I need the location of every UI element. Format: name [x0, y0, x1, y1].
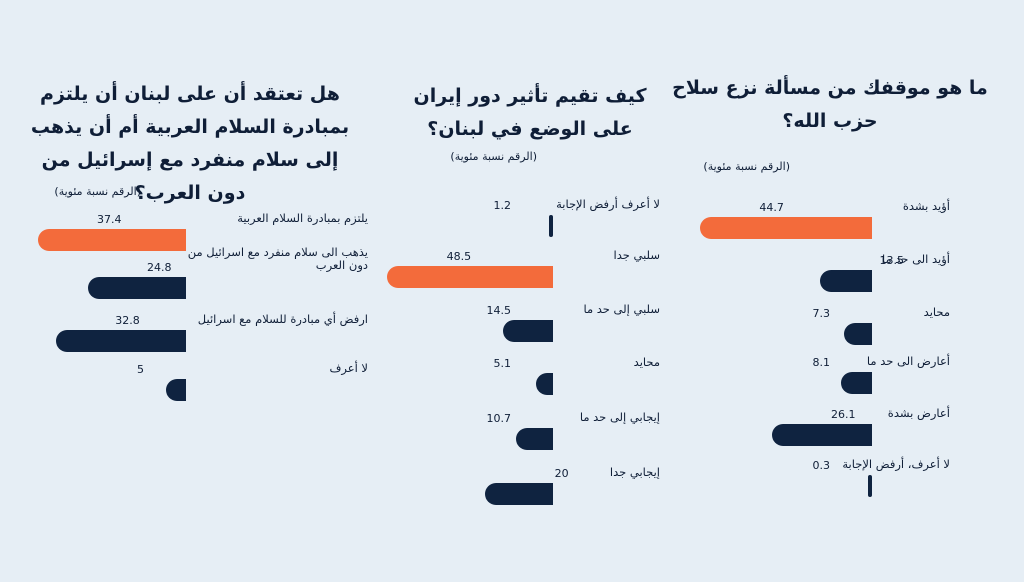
category-label: لا أعرف، أرفض الإجابة [842, 457, 950, 471]
data-label: 10.7 [486, 412, 512, 425]
chart-title: ما هو موقفك من مسألة نزع سلاح حزب الله؟ [672, 77, 988, 132]
unit-label: (الرقم نسبة مئوية) [703, 160, 790, 173]
category-label: إيجابي إلى حد ما [579, 410, 660, 424]
category-label: سلبي جدا [613, 248, 661, 262]
bar [771, 424, 872, 446]
bar [484, 483, 553, 505]
data-label: 44.7 [759, 201, 784, 214]
data-label: 5 [137, 363, 144, 376]
category-label: أؤيد بشدة [902, 199, 950, 213]
bar [87, 277, 186, 299]
bar [166, 379, 186, 401]
bar [37, 229, 186, 251]
data-label: 20 [554, 467, 569, 480]
unit-label: (الرقم نسبة مئوية) [54, 185, 141, 198]
bar [699, 217, 872, 239]
data-label: 13.5 [879, 254, 905, 267]
bar [820, 270, 872, 292]
category-label: أؤيد الى حد ما [881, 252, 950, 266]
category-label: لا أعرف أرفض الإجابة [556, 197, 660, 211]
data-label: 26.1 [831, 408, 856, 421]
bar [868, 475, 872, 497]
category-label: سلبي إلى حد ما [583, 302, 660, 316]
category-label: يذهب الى سلام منفرد مع اسرائيل من دون ال… [187, 245, 368, 272]
bar [516, 428, 553, 450]
bar [548, 215, 553, 237]
category-label: أعارض الى حد ما [866, 354, 950, 368]
bar [535, 373, 553, 395]
bar [843, 323, 872, 345]
data-label: 37.4 [97, 213, 122, 226]
data-label: 1.2 [493, 199, 512, 212]
data-label: 14.5 [486, 304, 512, 317]
data-label: 5.1 [493, 357, 512, 370]
data-label: 8.1 [812, 356, 831, 369]
category-label: ارفض أي مبادرة للسلام مع اسرائيل [197, 312, 368, 326]
bar [840, 372, 872, 394]
chart-title: هل تعتقد أن على لبنان أن يلتزم بمبادرة ا… [30, 83, 350, 204]
bar [55, 330, 186, 352]
unit-label: (الرقم نسبة مئوية) [450, 150, 537, 163]
category-label: محايد [923, 305, 950, 319]
category-label: لا أعرف [329, 361, 368, 375]
bar [387, 266, 553, 288]
data-label: 24.8 [147, 261, 172, 274]
data-label: 0.3 [812, 459, 831, 472]
data-label: 7.3 [812, 307, 831, 320]
category-label: محايد [633, 355, 660, 369]
category-label: أعارض بشدة [887, 406, 950, 420]
data-label: 32.8 [115, 314, 140, 327]
chart-title: كيف تقيم تأثير دور إيران على الوضع في لب… [413, 85, 647, 140]
bar [503, 320, 553, 342]
category-label: يلتزم بمبادرة السلام العربية [237, 211, 368, 225]
data-label: 48.5 [446, 250, 472, 263]
category-label: إيجابي جدا [609, 465, 660, 479]
